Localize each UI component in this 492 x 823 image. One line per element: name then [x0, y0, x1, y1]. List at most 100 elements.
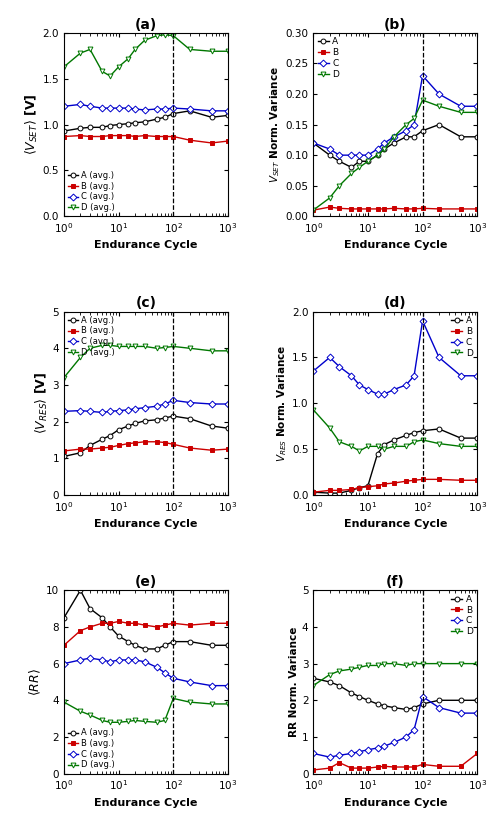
- C (avg.): [125, 405, 131, 415]
- D (avg.): [154, 718, 160, 728]
- B: [310, 205, 316, 215]
- Line: B (avg.): B (avg.): [62, 133, 230, 146]
- C (avg.): [99, 655, 105, 665]
- B (avg.): [162, 132, 168, 142]
- Line: C (avg.): C (avg.): [62, 656, 230, 688]
- D (avg.): [107, 341, 113, 351]
- B: [337, 486, 342, 495]
- D (avg.): [99, 715, 105, 725]
- B: [365, 481, 371, 491]
- A (avg.): [132, 419, 138, 429]
- C (avg.): [87, 101, 93, 111]
- B: [411, 476, 417, 486]
- C (avg.): [99, 103, 105, 113]
- C: [436, 352, 442, 362]
- C (avg.): [61, 658, 67, 668]
- D: [420, 95, 426, 105]
- D (avg.): [116, 718, 122, 728]
- C: [357, 151, 363, 160]
- Line: D (avg.): D (avg.): [62, 32, 230, 78]
- A: [474, 695, 480, 705]
- B: [381, 204, 387, 214]
- D: [420, 435, 426, 445]
- D: [436, 439, 442, 449]
- A: [337, 156, 342, 166]
- Line: A (avg.): A (avg.): [62, 414, 230, 459]
- B (avg.): [125, 439, 131, 449]
- B (avg.): [225, 444, 231, 454]
- A: [337, 488, 342, 498]
- A (avg.): [77, 123, 83, 133]
- A (avg.): [209, 112, 215, 122]
- Line: D: D: [311, 98, 480, 212]
- C (avg.): [87, 653, 93, 663]
- B (avg.): [77, 444, 83, 454]
- D (avg.): [209, 46, 215, 56]
- C (avg.): [170, 103, 176, 113]
- Title: (e): (e): [135, 575, 157, 589]
- C (avg.): [225, 399, 231, 409]
- B (avg.): [99, 132, 105, 142]
- C: [403, 380, 409, 390]
- Line: C: C: [311, 319, 480, 397]
- A (avg.): [107, 430, 113, 440]
- D (avg.): [132, 44, 138, 54]
- B (avg.): [170, 439, 176, 449]
- A: [420, 425, 426, 435]
- D: [411, 114, 417, 123]
- C (avg.): [77, 655, 83, 665]
- Line: A (avg.): A (avg.): [62, 109, 230, 133]
- D (avg.): [154, 343, 160, 353]
- C (avg.): [61, 407, 67, 416]
- D: [374, 661, 380, 671]
- Line: B (avg.): B (avg.): [62, 439, 230, 453]
- A (avg.): [61, 613, 67, 623]
- D (avg.): [61, 697, 67, 707]
- B (avg.): [77, 131, 83, 141]
- D (avg.): [187, 697, 193, 707]
- C: [310, 366, 316, 376]
- X-axis label: Endurance Cycle: Endurance Cycle: [343, 797, 447, 808]
- B (avg.): [132, 132, 138, 142]
- A: [374, 151, 380, 160]
- A: [365, 695, 371, 705]
- C (avg.): [154, 402, 160, 412]
- A (avg.): [77, 585, 83, 595]
- C: [381, 389, 387, 399]
- D (avg.): [116, 342, 122, 351]
- B (avg.): [125, 618, 131, 628]
- B: [436, 474, 442, 484]
- B: [381, 479, 387, 489]
- B (avg.): [61, 446, 67, 456]
- A (avg.): [142, 644, 148, 654]
- A: [337, 681, 342, 690]
- B: [420, 474, 426, 484]
- C (avg.): [225, 681, 231, 690]
- B (avg.): [99, 618, 105, 628]
- B: [310, 487, 316, 497]
- D: [310, 405, 316, 415]
- D (avg.): [61, 62, 67, 72]
- A (avg.): [225, 640, 231, 650]
- B (avg.): [87, 622, 93, 632]
- X-axis label: Endurance Cycle: Endurance Cycle: [94, 797, 198, 808]
- D: [403, 661, 409, 671]
- A: [474, 433, 480, 443]
- A: [391, 435, 397, 445]
- B: [411, 762, 417, 772]
- D: [391, 441, 397, 451]
- C: [420, 71, 426, 81]
- C (avg.): [116, 103, 122, 113]
- D: [327, 670, 333, 680]
- A: [348, 486, 354, 495]
- C (avg.): [142, 105, 148, 115]
- C: [357, 746, 363, 756]
- C (avg.): [77, 406, 83, 416]
- D (avg.): [99, 341, 105, 351]
- D (avg.): [142, 717, 148, 727]
- A (avg.): [187, 414, 193, 424]
- A (avg.): [77, 448, 83, 458]
- B: [365, 204, 371, 214]
- C: [474, 371, 480, 381]
- B (avg.): [209, 445, 215, 455]
